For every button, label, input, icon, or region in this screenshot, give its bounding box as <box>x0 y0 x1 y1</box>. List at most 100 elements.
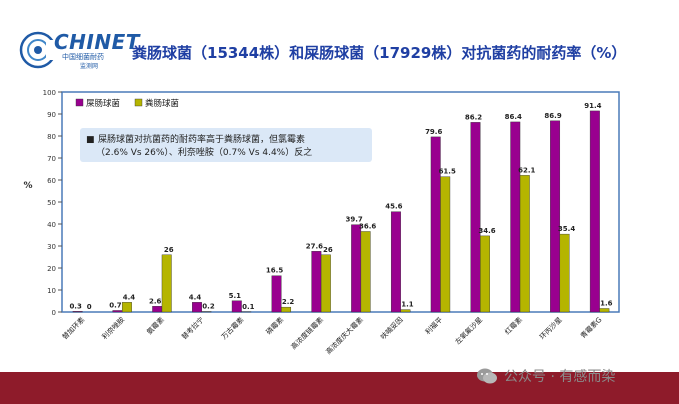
x-tick-label: 青霉素G <box>578 315 603 340</box>
value-label: 26 <box>164 246 174 254</box>
value-label: 86.2 <box>465 113 482 121</box>
bar-faecium <box>112 310 123 313</box>
x-tick-label: 红霉素 <box>503 315 524 336</box>
annotation-box <box>80 128 372 162</box>
y-tick-label: 90 <box>47 111 56 119</box>
logo-line2: 监测网 <box>80 63 99 70</box>
plot-frame <box>61 91 620 313</box>
watermark-text: 公众号 · 有感而染 <box>504 369 616 385</box>
page-title: 粪肠球菌（15344株）和屎肠球菌（17929株）对抗菌药的耐药率（%） <box>132 44 627 62</box>
y-tick-label: 10 <box>47 287 56 295</box>
bar-faecalis <box>320 254 331 313</box>
x-tick-label: 替加环素 <box>60 315 86 341</box>
y-tick-label: 60 <box>47 177 56 185</box>
y-tick-label: 50 <box>47 199 56 207</box>
x-tick-label: 替考拉宁 <box>180 315 206 341</box>
y-tick-label: 40 <box>47 221 56 229</box>
bar-faecalis <box>360 231 371 313</box>
value-label: 45.6 <box>385 203 402 211</box>
bar-faecium <box>390 211 401 313</box>
bar-faecium <box>72 311 83 313</box>
value-label: 4.4 <box>123 293 136 301</box>
annotation-line2: （2.6% Vs 26%）、利奈唑胺（0.7% Vs 4.4%）反之 <box>96 146 312 158</box>
value-label: 36.6 <box>359 222 376 230</box>
bar-faecium <box>351 224 362 313</box>
x-tick-label: 高浓度庆大霉素 <box>324 315 365 356</box>
y-tick-label: 100 <box>43 89 56 97</box>
legend-label: 粪肠球菌 <box>145 98 179 109</box>
y-tick-label: 20 <box>47 265 56 273</box>
value-label: 1.1 <box>401 301 414 309</box>
value-label: 79.6 <box>425 128 442 136</box>
bar-faecalis <box>559 233 570 313</box>
bar-faecium <box>589 110 600 313</box>
bar-faecium <box>550 120 561 313</box>
chart-annotation: ■ 屎肠球菌对抗菌药的耐药率高于粪肠球菌，但氯霉素 （2.6% Vs 26%）、… <box>80 128 372 162</box>
x-tick-label: 利奈唑胺 <box>100 315 126 341</box>
value-label: 5.1 <box>229 292 242 300</box>
x-tick-label: 利福平 <box>423 315 444 336</box>
y-tick-label: 80 <box>47 133 56 141</box>
value-label: 39.7 <box>346 216 363 224</box>
x-tick-label: 高浓度链霉素 <box>289 315 325 351</box>
annotation-bullet: ■ <box>86 135 95 145</box>
y-tick-label: 70 <box>47 155 56 163</box>
bar-faecium <box>152 306 163 313</box>
x-tick-label: 环丙沙星 <box>538 316 563 341</box>
bar-faecium <box>231 300 242 313</box>
value-label: 4.4 <box>189 293 202 301</box>
value-label: 0.7 <box>109 301 122 309</box>
value-label: 16.5 <box>266 267 283 275</box>
value-label: 2.6 <box>149 297 162 305</box>
x-tick-label: 氨霉素 <box>145 315 166 336</box>
bar-faecalis <box>440 176 451 313</box>
bar-faecium <box>311 251 322 313</box>
value-label: 35.4 <box>558 225 575 233</box>
value-label: 27.6 <box>306 242 323 250</box>
bar-faecium <box>192 302 202 313</box>
legend-swatch <box>75 98 84 107</box>
value-label: 0.1 <box>242 303 255 311</box>
value-label: 34.6 <box>478 227 495 235</box>
bar-faecium <box>271 275 282 313</box>
value-label: 86.9 <box>544 112 561 120</box>
bar-faecium <box>430 136 441 313</box>
y-tick-label: 30 <box>47 243 56 251</box>
logo-name: CHINET <box>54 30 140 54</box>
footer-bar <box>0 372 679 404</box>
bar-faecalis <box>400 309 411 313</box>
value-label: 1.6 <box>600 299 613 307</box>
x-tick-label: 磷霉素 <box>264 315 285 336</box>
x-tick-label: 万古霉素 <box>219 315 245 341</box>
globe-icon <box>19 31 58 69</box>
annotation-line1: 屎肠球菌对抗菌药的耐药率高于粪肠球菌，但氯霉素 <box>98 133 305 145</box>
legend-label: 屎肠球菌 <box>86 98 120 109</box>
bar-faecium <box>510 121 521 313</box>
bar-faecalis <box>519 175 530 313</box>
bar-faecalis <box>599 308 610 313</box>
value-label: 0.3 <box>69 302 82 310</box>
wechat-icon <box>477 368 497 384</box>
y-tick-label: 0 <box>52 309 56 317</box>
value-label: 0.2 <box>202 303 215 311</box>
value-label: 86.4 <box>505 113 522 121</box>
chinet-logo: CHINET 中国细菌耐药 监测网 <box>18 28 139 72</box>
y-axis-label: % <box>23 181 32 191</box>
watermark: 公众号 · 有感而染 <box>476 366 615 386</box>
logo-line1: 中国细菌耐药 <box>62 53 104 61</box>
value-label: 91.4 <box>584 102 601 110</box>
x-tick-label: 左氧氟沙星 <box>453 315 484 346</box>
value-label: 62.1 <box>518 166 535 174</box>
value-label: 61.5 <box>439 168 456 176</box>
bar-faecalis <box>121 302 132 313</box>
legend-swatch <box>134 98 143 107</box>
bar-faecium <box>470 122 481 313</box>
bar-faecalis <box>161 254 172 313</box>
value-label: 26 <box>323 246 333 254</box>
value-label: 2.2 <box>282 298 295 306</box>
bar-faecalis <box>281 306 292 313</box>
value-label: 0 <box>87 303 92 311</box>
x-tick-label: 呋喃妥因 <box>378 315 404 341</box>
bar-faecalis <box>480 235 490 313</box>
